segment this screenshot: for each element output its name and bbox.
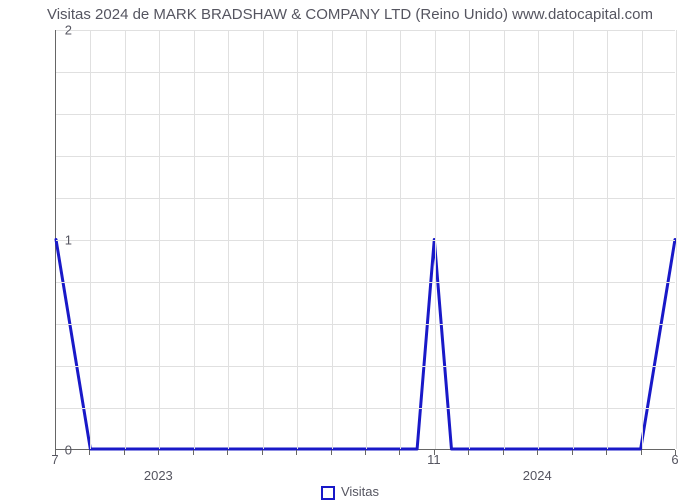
grid-line-vertical xyxy=(538,30,539,449)
grid-line-vertical xyxy=(366,30,367,449)
x-tick xyxy=(606,450,607,455)
legend: Visitas xyxy=(0,484,700,500)
x-tick xyxy=(124,450,125,455)
x-tick-label: 6 xyxy=(671,452,678,467)
grid-line-vertical xyxy=(469,30,470,449)
grid-line-vertical xyxy=(332,30,333,449)
chart-title: Visitas 2024 de MARK BRADSHAW & COMPANY … xyxy=(0,6,700,23)
x-tick xyxy=(193,450,194,455)
grid-line-vertical xyxy=(90,30,91,449)
grid-line-vertical xyxy=(504,30,505,449)
grid-line-vertical xyxy=(228,30,229,449)
x-tick-label: 7 xyxy=(51,452,58,467)
x-tick xyxy=(296,450,297,455)
grid-line-vertical xyxy=(194,30,195,449)
legend-label: Visitas xyxy=(341,484,379,499)
x-tick xyxy=(537,450,538,455)
x-tick xyxy=(399,450,400,455)
grid-line-vertical xyxy=(676,30,677,449)
x-tick xyxy=(572,450,573,455)
grid-line-vertical xyxy=(642,30,643,449)
x-tick xyxy=(262,450,263,455)
x-year-label: 2023 xyxy=(144,468,173,483)
x-tick xyxy=(331,450,332,455)
x-tick xyxy=(227,450,228,455)
legend-marker xyxy=(321,486,335,500)
grid-line-vertical xyxy=(263,30,264,449)
grid-line-vertical xyxy=(125,30,126,449)
grid-line-vertical xyxy=(435,30,436,449)
y-tick-label: 1 xyxy=(42,233,72,248)
grid-line-vertical xyxy=(159,30,160,449)
x-tick-label: 11 xyxy=(427,452,441,467)
grid-line-vertical xyxy=(607,30,608,449)
grid-line-vertical xyxy=(573,30,574,449)
grid-line-vertical xyxy=(400,30,401,449)
x-year-label: 2024 xyxy=(523,468,552,483)
y-tick-label: 2 xyxy=(42,23,72,38)
x-tick xyxy=(89,450,90,455)
x-tick xyxy=(468,450,469,455)
x-tick xyxy=(503,450,504,455)
x-tick xyxy=(641,450,642,455)
plot-area xyxy=(55,30,675,450)
visits-chart: Visitas 2024 de MARK BRADSHAW & COMPANY … xyxy=(0,0,700,500)
x-tick xyxy=(365,450,366,455)
x-tick xyxy=(158,450,159,455)
grid-line-vertical xyxy=(297,30,298,449)
